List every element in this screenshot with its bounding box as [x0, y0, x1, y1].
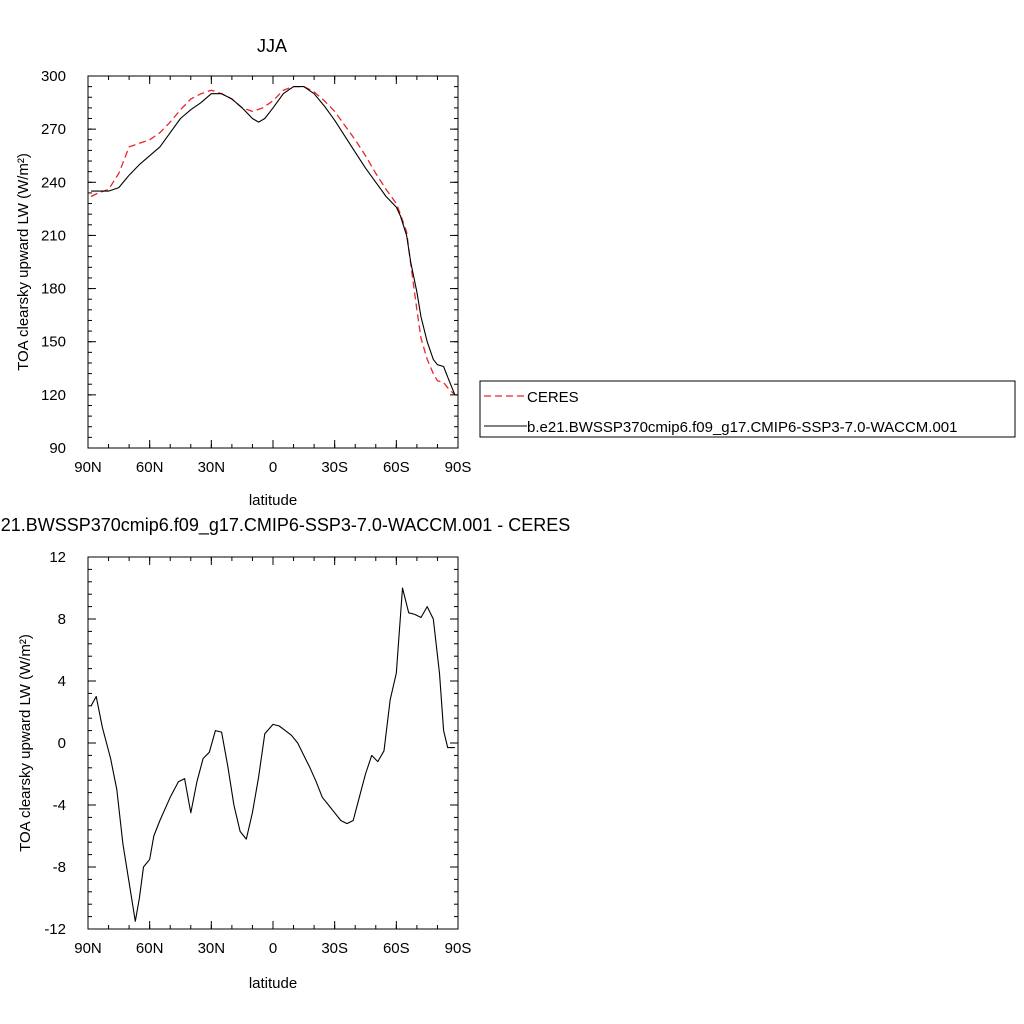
bottom-plot-frame [87, 556, 459, 930]
y-tick-label: -8 [53, 859, 66, 876]
y-tick-label: -12 [44, 921, 66, 938]
legend: CERES b.e21.BWSSP370cmip6.f09_g17.CMIP6-… [479, 380, 1016, 438]
bottom-plot-panel: b.e21.BWSSP370cmip6.f09_g17.CMIP6-SSP3-7… [0, 515, 570, 992]
x-tick-label: 90S [445, 459, 472, 476]
top-plot-frame [87, 75, 459, 449]
y-tick-label: 240 [41, 174, 66, 191]
y-tick-label: 90 [49, 440, 66, 457]
top-plot-ylabel: TOA clearsky upward LW (W/m²) [15, 153, 32, 371]
legend-model-label: b.e21.BWSSP370cmip6.f09_g17.CMIP6-SSP3-7… [527, 419, 957, 436]
top-plot-ticks: 90N 60N 30N 0 30S 60S 90S 90 120 150 180 210 240 270 3… [41, 68, 471, 476]
x-tick-label: 30S [321, 940, 348, 957]
bottom-plot-xlabel: latitude [249, 975, 297, 992]
series-line-model [90, 587, 455, 922]
x-tick-label: 30S [321, 459, 348, 476]
y-tick-label: 270 [41, 121, 66, 138]
x-tick-label: 30N [198, 940, 226, 957]
top-plot-series [90, 85, 456, 396]
top-plot-title: JJA [257, 36, 287, 56]
y-tick-label: 210 [41, 227, 66, 244]
y-tick-label: 8 [58, 611, 66, 628]
y-tick-label: 0 [58, 735, 66, 752]
top-plot-xlabel: latitude [249, 492, 297, 509]
legend-ceres-label: CERES [527, 389, 579, 406]
x-tick-label: 0 [269, 940, 277, 957]
legend-box [479, 380, 1016, 438]
x-tick-label: 60N [136, 940, 164, 957]
x-tick-label: 90N [74, 459, 102, 476]
x-tick-label: 30N [198, 459, 226, 476]
y-tick-label: 4 [58, 673, 66, 690]
y-tick-label: 120 [41, 387, 66, 404]
bottom-plot-ticks: 90N 60N 30N 0 30S 60S 90S -12 -8 -4 0 4 8 12 [44, 549, 471, 957]
y-tick-label: -4 [53, 797, 66, 814]
x-tick-label: 90S [445, 940, 472, 957]
x-tick-label: 90N [74, 940, 102, 957]
bottom-plot-ylabel: TOA clearsky upward LW (W/m²) [17, 634, 34, 852]
series-line-ceres [90, 85, 456, 396]
y-tick-label: 180 [41, 281, 66, 298]
x-tick-label: 0 [269, 459, 277, 476]
y-tick-label: 300 [41, 68, 66, 85]
x-tick-label: 60S [383, 459, 410, 476]
y-tick-label: 150 [41, 334, 66, 351]
x-tick-label: 60N [136, 459, 164, 476]
y-tick-label: 12 [49, 549, 66, 566]
bottom-plot-title: b.e21.BWSSP370cmip6.f09_g17.CMIP6-SSP3-7… [0, 515, 570, 536]
series-line-model [91, 86, 456, 396]
x-tick-label: 60S [383, 940, 410, 957]
bottom-plot-series [90, 587, 455, 922]
top-plot-panel: JJA latitude TOA clearsky upward LW (W/m… [15, 36, 471, 509]
